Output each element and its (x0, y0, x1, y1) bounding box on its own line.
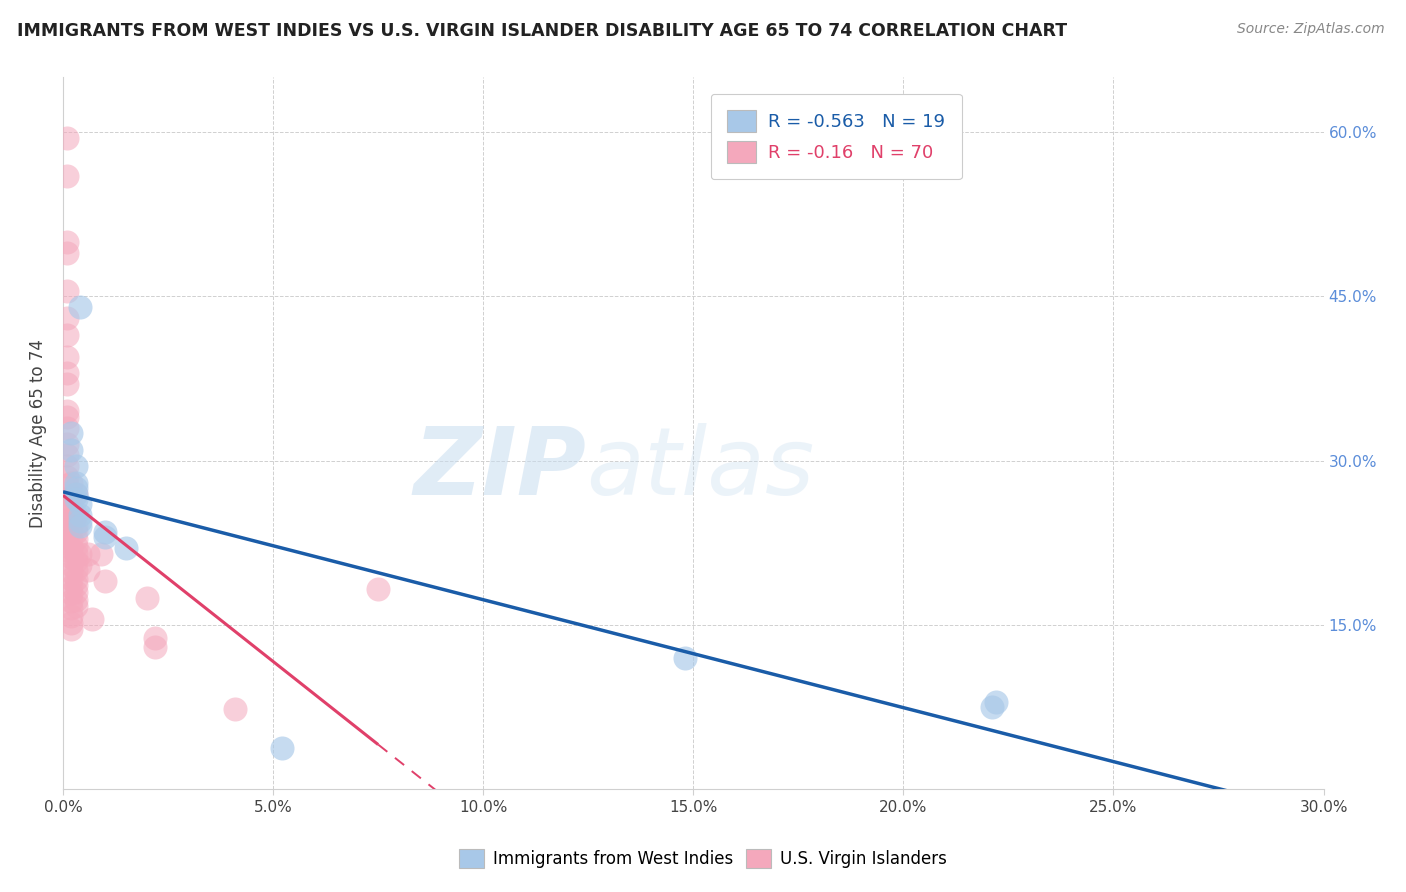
Point (69, 519, 91, 533)
Point (69, 508, 91, 523)
Point (65, 481, 87, 495)
Point (56, 284, 79, 298)
Point (60, 500, 83, 514)
Point (56, 528, 79, 542)
Point (56, 235, 79, 249)
Point (65, 547, 87, 561)
Point (69, 498, 91, 512)
Text: Source: ZipAtlas.com: Source: ZipAtlas.com (1237, 22, 1385, 37)
Point (94, 574, 117, 588)
Point (60, 475, 83, 490)
Text: atlas: atlas (586, 424, 814, 515)
Point (60, 541, 83, 556)
Point (367, 582, 389, 596)
Point (65, 599, 87, 614)
Point (56, 491, 79, 506)
Point (224, 702, 246, 716)
Point (56, 421, 79, 435)
Point (65, 554, 87, 568)
Y-axis label: Disability Age 65 to 74: Disability Age 65 to 74 (30, 339, 46, 528)
Point (56, 522, 79, 536)
Point (65, 508, 87, 523)
Point (65, 585, 87, 599)
Point (56, 437, 79, 451)
Point (980, 700, 1002, 714)
Point (65, 578, 87, 592)
Point (65, 486, 87, 500)
Point (60, 580, 83, 594)
Point (60, 522, 83, 536)
Point (60, 622, 83, 636)
Point (60, 558, 83, 572)
Point (56, 245, 79, 260)
Point (69, 301, 91, 315)
Point (115, 541, 138, 556)
Point (94, 530, 117, 544)
Point (82, 612, 104, 626)
Point (56, 311, 79, 326)
Point (60, 426, 83, 441)
Point (69, 547, 91, 561)
Point (65, 486, 87, 500)
Point (270, 740, 292, 755)
Point (77, 547, 100, 561)
Point (65, 491, 87, 506)
Point (60, 533, 83, 547)
Point (145, 631, 167, 645)
Point (77, 563, 100, 577)
Point (56, 169, 79, 183)
Point (65, 519, 87, 533)
Point (56, 448, 79, 462)
Point (60, 615, 83, 630)
Point (65, 524, 87, 539)
Point (60, 586, 83, 600)
Point (60, 510, 83, 524)
Point (90, 547, 112, 561)
Point (56, 536, 79, 550)
Point (69, 558, 91, 572)
Point (60, 489, 83, 503)
Point (56, 366, 79, 380)
Point (136, 591, 159, 605)
Point (56, 377, 79, 392)
Point (56, 459, 79, 474)
Point (60, 566, 83, 580)
Point (56, 470, 79, 484)
Point (60, 601, 83, 615)
Point (984, 694, 1007, 708)
Point (56, 404, 79, 418)
Point (56, 350, 79, 364)
Point (60, 442, 83, 457)
Text: IMMIGRANTS FROM WEST INDIES VS U.S. VIRGIN ISLANDER DISABILITY AGE 65 TO 74 CORR: IMMIGRANTS FROM WEST INDIES VS U.S. VIRG… (17, 22, 1067, 40)
Point (65, 592, 87, 607)
Point (56, 500, 79, 514)
Point (56, 409, 79, 424)
Point (94, 524, 117, 539)
Point (56, 477, 79, 491)
Point (56, 327, 79, 342)
Point (65, 475, 87, 490)
Point (60, 549, 83, 564)
Point (673, 650, 696, 665)
Point (69, 514, 91, 528)
Point (65, 533, 87, 547)
Point (65, 539, 87, 553)
Text: ZIP: ZIP (413, 423, 586, 515)
Point (56, 130, 79, 145)
Legend: R = -0.563   N = 19, R = -0.16   N = 70: R = -0.563 N = 19, R = -0.16 N = 70 (710, 94, 962, 179)
Point (60, 594, 83, 608)
Point (60, 572, 83, 586)
Legend: Immigrants from West Indies, U.S. Virgin Islanders: Immigrants from West Indies, U.S. Virgin… (453, 842, 953, 875)
Point (65, 459, 87, 474)
Point (56, 543, 79, 558)
Point (145, 640, 167, 654)
Point (65, 563, 87, 577)
Point (60, 609, 83, 624)
Point (65, 572, 87, 586)
Point (56, 514, 79, 528)
Point (56, 506, 79, 520)
